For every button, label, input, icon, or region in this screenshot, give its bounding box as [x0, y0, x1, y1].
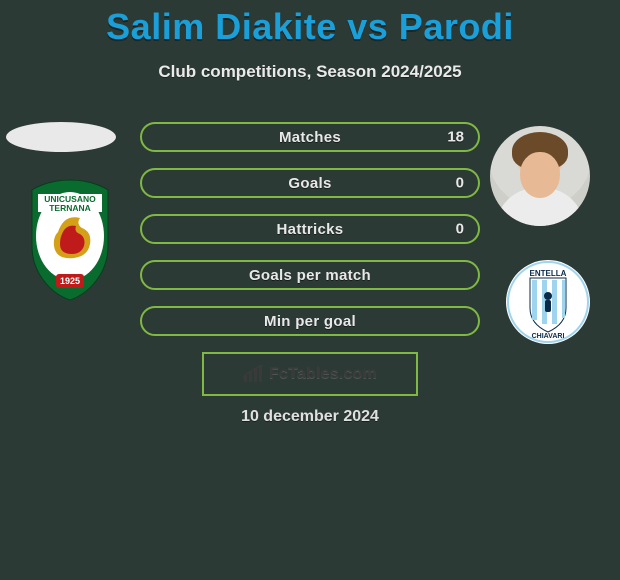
stat-row-hattricks: Hattricks 0 — [140, 214, 480, 244]
left-club-badge: UNICUSANO TERNANA 1925 — [28, 178, 112, 302]
stat-value-right: 0 — [456, 221, 464, 238]
stat-label: Min per goal — [264, 313, 356, 330]
stat-row-matches: Matches 18 — [140, 122, 480, 152]
comparison-card: Salim Diakite vs Parodi Club competition… — [0, 0, 620, 580]
left-club-year: 1925 — [60, 276, 80, 286]
date-text: 10 december 2024 — [0, 408, 620, 426]
stat-value-right: 18 — [447, 129, 464, 146]
stat-row-min-per-goal: Min per goal — [140, 306, 480, 336]
watermark-text: FcTables.com — [269, 365, 377, 383]
stat-label: Hattricks — [277, 221, 344, 238]
left-player-photo — [6, 122, 116, 152]
stat-label: Goals — [288, 175, 331, 192]
right-club-badge: ENTELLA CHIAVARI — [506, 260, 590, 344]
stats-area: Matches 18 Goals 0 Hattricks 0 Goals per… — [140, 122, 480, 352]
stat-label: Matches — [279, 129, 341, 146]
page-title: Salim Diakite vs Parodi — [0, 0, 620, 48]
watermark-box: FcTables.com — [202, 352, 418, 396]
right-club-text-bottom: CHIAVARI — [532, 333, 565, 340]
right-club-text-top: ENTELLA — [530, 269, 567, 278]
left-club-text-bottom: TERNANA — [49, 203, 91, 213]
stat-label: Goals per match — [249, 267, 371, 284]
stat-value-right: 0 — [456, 175, 464, 192]
bar-chart-icon — [243, 365, 263, 383]
stat-row-goals: Goals 0 — [140, 168, 480, 198]
stat-row-goals-per-match: Goals per match — [140, 260, 480, 290]
right-player-photo — [490, 126, 590, 226]
subtitle: Club competitions, Season 2024/2025 — [0, 62, 620, 82]
